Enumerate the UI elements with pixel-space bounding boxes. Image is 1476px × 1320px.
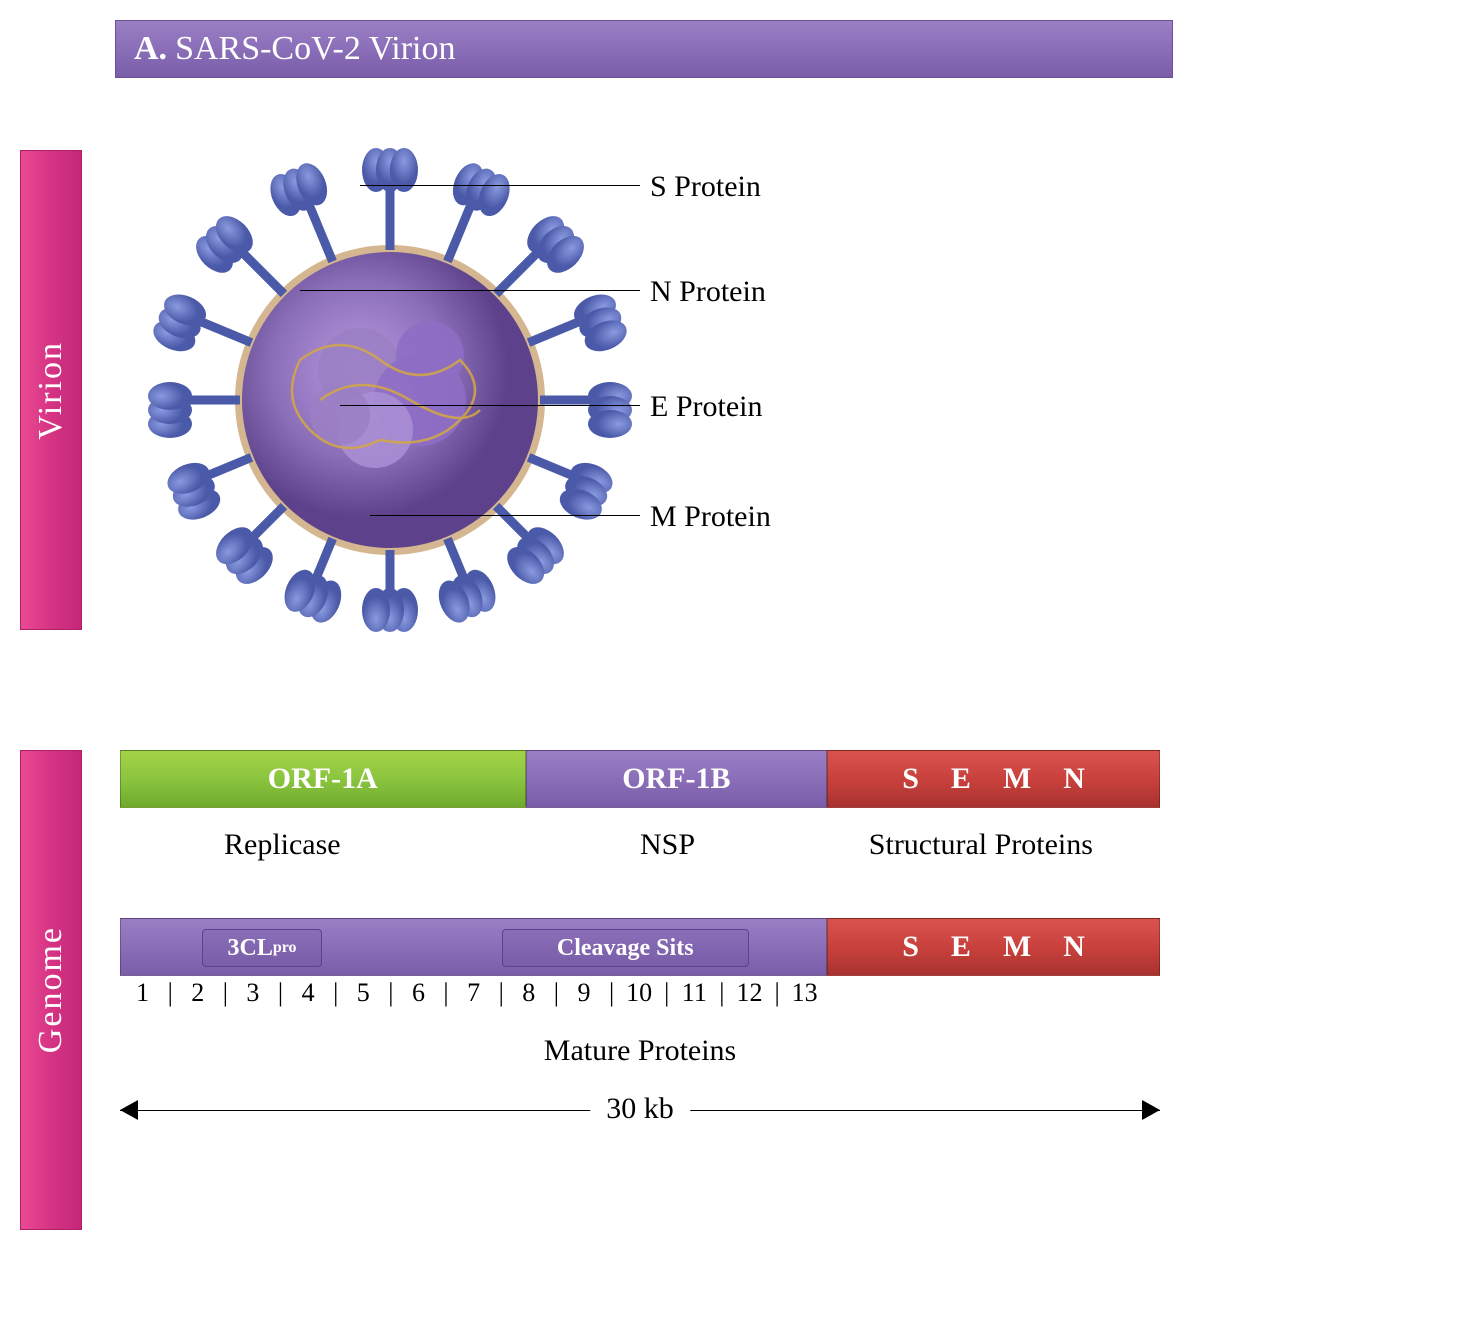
leader-line-s — [360, 185, 640, 186]
struct-letter-n: N — [1063, 762, 1085, 796]
nsp-separator: | — [551, 978, 561, 1014]
segment-nsp-bar: 3CLpro Cleavage Sits — [120, 918, 827, 976]
leader-line-e — [340, 405, 640, 406]
segment-structural-2: S E M N — [827, 918, 1160, 976]
leader-line-n — [300, 290, 640, 291]
struct2-letter-m: M — [1003, 930, 1031, 964]
nsp-separator: | — [276, 978, 286, 1014]
nsp-number: 8 — [506, 978, 551, 1014]
nsp-number: 10 — [617, 978, 662, 1014]
segment-orf1a: ORF-1A — [120, 750, 526, 808]
row1-under-labels: Replicase NSP Structural Proteins — [120, 828, 1160, 888]
struct-letter-e: E — [951, 762, 971, 796]
nsp-number: 13 — [782, 978, 827, 1014]
scale-bar: 30 kb — [120, 1082, 1160, 1142]
genome-row-2: 3CLpro Cleavage Sits S E M N — [120, 918, 1160, 976]
leader-line-m — [370, 515, 640, 516]
segment-orf1a-label: ORF-1A — [268, 762, 378, 796]
pill-3clpro: 3CLpro — [202, 929, 322, 967]
nsp-number: 3 — [230, 978, 275, 1014]
nsp-separator: | — [220, 978, 230, 1014]
pill-cleavage: Cleavage Sits — [502, 929, 749, 967]
nsp-number: 9 — [561, 978, 606, 1014]
nsp-separator: | — [496, 978, 506, 1014]
label-mature-proteins: Mature Proteins — [120, 1034, 1160, 1068]
segment-orf1b-label: ORF-1B — [622, 762, 730, 796]
segment-structural: S E M N — [827, 750, 1160, 808]
struct2-letter-e: E — [951, 930, 971, 964]
nsp-number: 6 — [396, 978, 441, 1014]
nsp-number: 11 — [672, 978, 717, 1014]
nsp-separator: | — [441, 978, 451, 1014]
pill-3clpro-sup: pro — [273, 939, 297, 957]
struct2-letter-n: N — [1063, 930, 1085, 964]
virion-label-group: S Protein N Protein E Protein M Protein — [500, 100, 1100, 640]
struct-letter-m: M — [1003, 762, 1031, 796]
virion-tab-label: Virion — [32, 341, 70, 440]
panel-letter: A. — [134, 30, 167, 68]
genome-side-tab: Genome — [20, 750, 82, 1230]
nsp-number: 12 — [727, 978, 772, 1014]
label-e-protein: E Protein — [650, 390, 763, 424]
scale-label: 30 kb — [590, 1092, 690, 1126]
nsp-separator: | — [607, 978, 617, 1014]
struct-letter-s: S — [902, 762, 919, 796]
nsp-separator: | — [662, 978, 672, 1014]
genome-tab-label: Genome — [32, 926, 70, 1053]
panel-title-bar: A. SARS-CoV-2 Virion — [115, 20, 1173, 78]
nsp-separator: | — [386, 978, 396, 1014]
nsp-separator: | — [772, 978, 782, 1014]
genome-area: ORF-1A ORF-1B S E M N Replicase NSP Stru… — [120, 750, 1160, 1142]
pill-3clpro-pre: 3CL — [228, 935, 273, 962]
nsp-separator: | — [717, 978, 727, 1014]
diagram-container: A. SARS-CoV-2 Virion Virion Genome — [20, 20, 1180, 1300]
label-n-protein: N Protein — [650, 275, 766, 309]
nsp-number: 5 — [341, 978, 386, 1014]
nsp-number: 7 — [451, 978, 496, 1014]
label-replicase: Replicase — [224, 828, 341, 862]
nsp-number: 2 — [175, 978, 220, 1014]
nsp-number: 1 — [120, 978, 165, 1014]
label-nsp: NSP — [640, 828, 695, 862]
virion-side-tab: Virion — [20, 150, 82, 630]
nsp-separator: | — [165, 978, 175, 1014]
genome-row-1: ORF-1A ORF-1B S E M N — [120, 750, 1160, 808]
scale-arrow-right-icon — [1142, 1100, 1160, 1120]
nsp-separator: | — [331, 978, 341, 1014]
segment-orf1b: ORF-1B — [526, 750, 828, 808]
nsp-number-row: 1|2|3|4|5|6|7|8|9|10|11|12|13 — [120, 978, 827, 1014]
label-s-protein: S Protein — [650, 170, 761, 204]
panel-title-text: SARS-CoV-2 Virion — [175, 30, 455, 68]
pill-cleavage-text: Cleavage Sits — [557, 935, 694, 962]
label-structural: Structural Proteins — [869, 828, 1093, 862]
label-m-protein: M Protein — [650, 500, 771, 534]
struct2-letter-s: S — [902, 930, 919, 964]
nsp-number: 4 — [286, 978, 331, 1014]
